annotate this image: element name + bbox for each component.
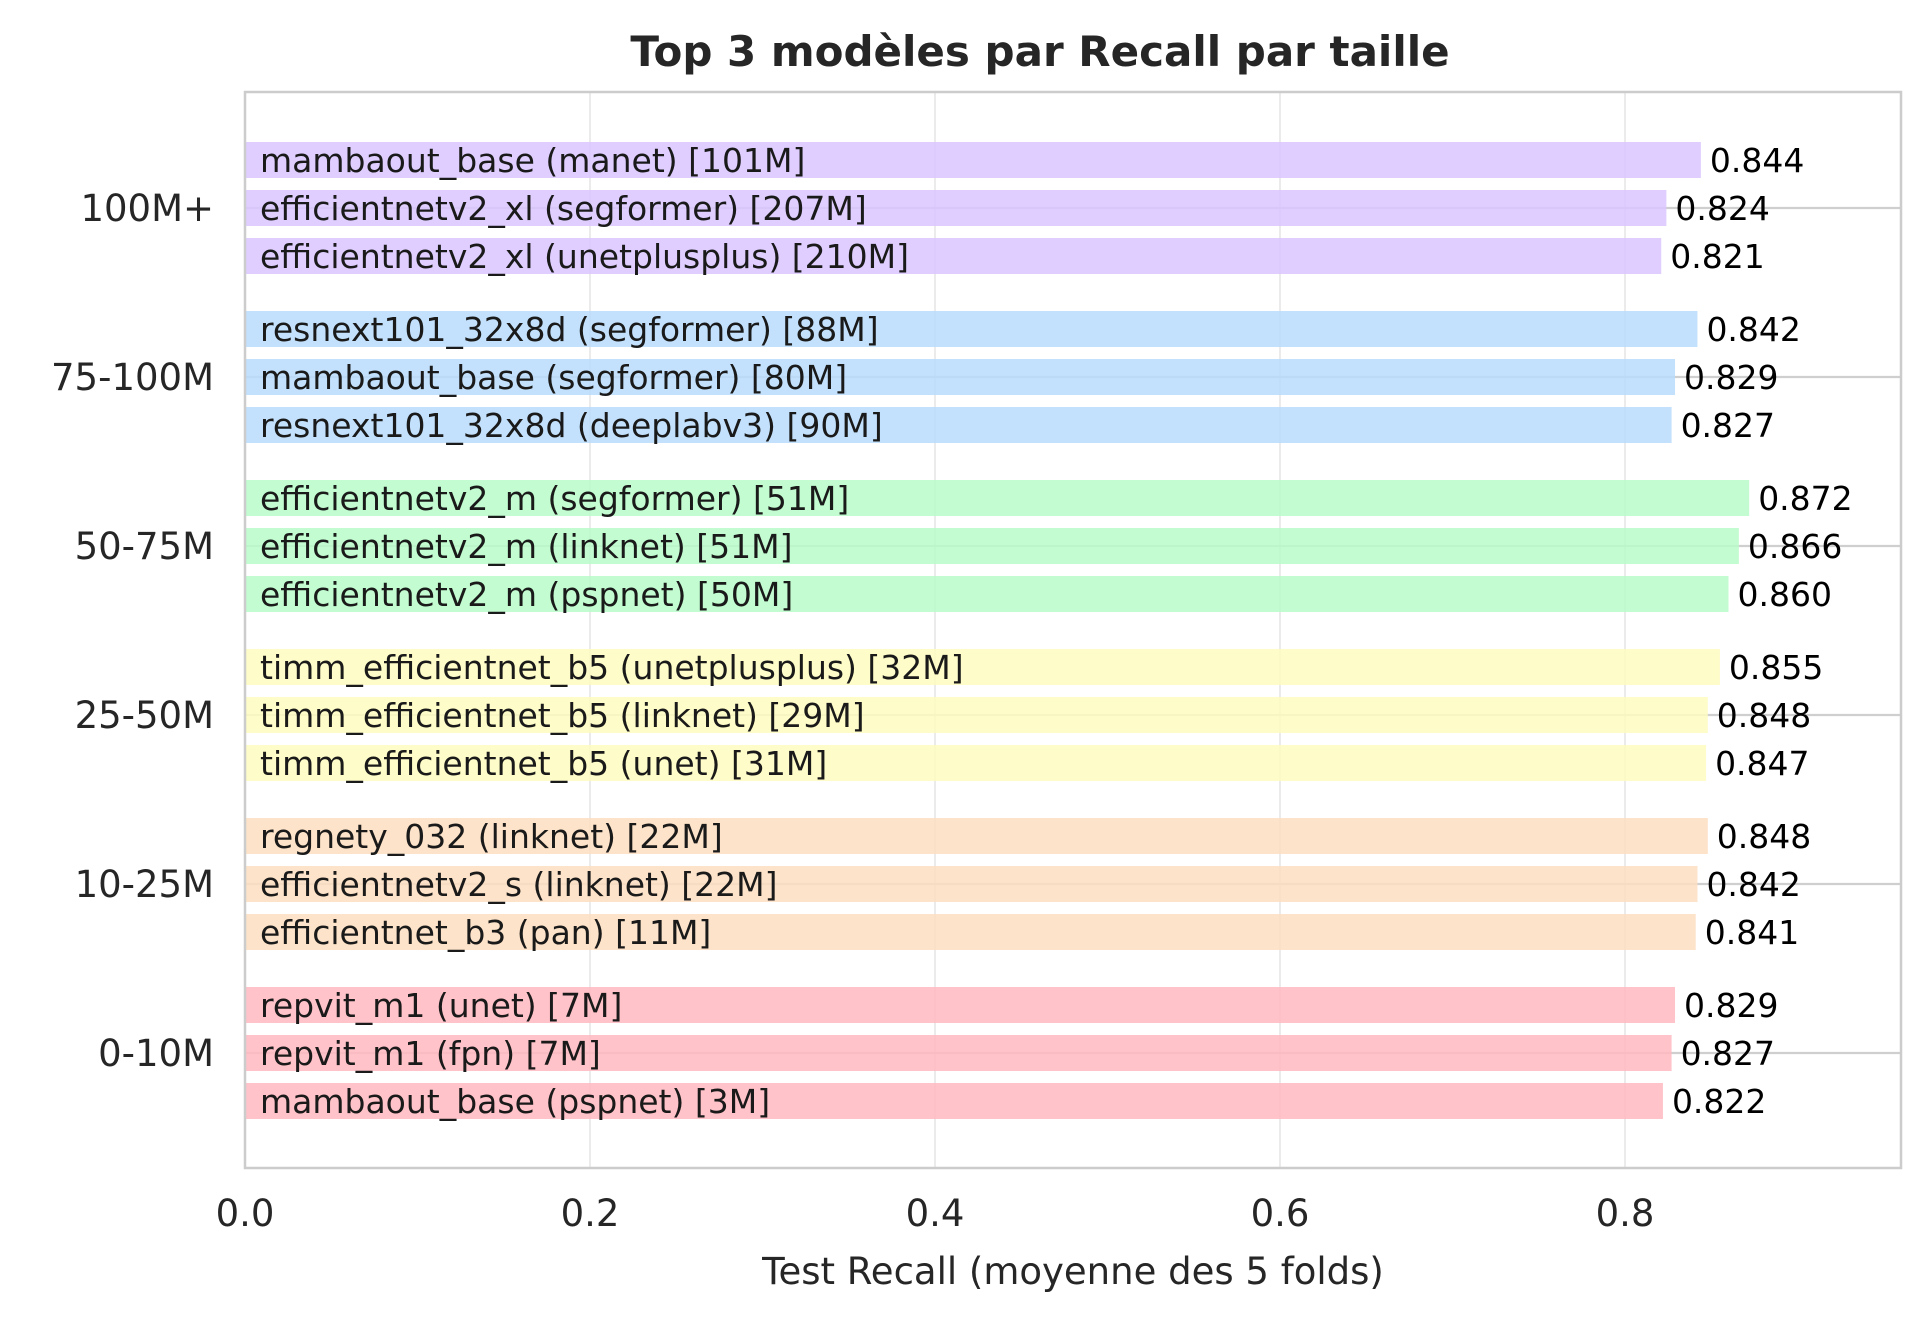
- value-label: 0.827: [1681, 406, 1775, 445]
- x-axis-label: Test Recall (moyenne des 5 folds): [761, 1250, 1384, 1293]
- bar: [245, 142, 1701, 178]
- x-tick-label: 0.4: [906, 1192, 965, 1235]
- bar-label: mambaout_base (manet) [101M]: [260, 141, 805, 180]
- value-label: 0.829: [1684, 358, 1778, 397]
- bar: [245, 987, 1676, 1023]
- bar: [245, 866, 1698, 902]
- bar-label: efficientnetv2_m (pspnet) [50M]: [260, 575, 793, 614]
- bar: [245, 528, 1739, 564]
- bar: [245, 697, 1708, 733]
- y-tick-label: 25-50M: [75, 694, 214, 737]
- value-label: 0.841: [1705, 913, 1799, 952]
- value-label: 0.829: [1684, 986, 1778, 1025]
- value-label: 0.842: [1706, 865, 1800, 904]
- bar: [245, 359, 1676, 395]
- plot-frame: [243, 90, 1903, 1170]
- bar: [245, 1083, 1663, 1119]
- bar-label: efficientnetv2_xl (unetplusplus) [210M]: [260, 237, 909, 276]
- x-tick-label: 0.2: [561, 1192, 620, 1235]
- bar-label: resnext101_32x8d (segformer) [88M]: [260, 310, 879, 349]
- chart-title: Top 3 modèles par Recall par taille: [630, 27, 1449, 76]
- bar: [245, 576, 1729, 612]
- axis-ticks: 0.0 0.2 0.4 0.6 0.8 100M+ 75-100M 50-75M 25-50M 1…: [51, 187, 1654, 1235]
- bar: [245, 480, 1750, 516]
- value-label: 0.872: [1758, 479, 1852, 518]
- value-label: 0.824: [1675, 189, 1769, 228]
- value-label: 0.821: [1670, 237, 1764, 276]
- bar-label: efficientnetv2_xl (segformer) [207M]: [260, 189, 867, 228]
- value-label: 0.822: [1672, 1082, 1766, 1121]
- y-tick-label: 75-100M: [51, 356, 214, 399]
- bar-label: timm_efficientnet_b5 (unetplusplus) [32M…: [260, 648, 964, 687]
- x-tick-label: 0.0: [216, 1192, 275, 1235]
- bar-label: mambaout_base (pspnet) [3M]: [260, 1082, 770, 1121]
- value-label: 0.848: [1717, 696, 1811, 735]
- y-tick-label: 100M+: [80, 187, 214, 230]
- bars: mambaout_base (manet) [101M] 0.844 efficie…: [245, 141, 1853, 1121]
- bar: [245, 745, 1707, 781]
- value-label: 0.848: [1717, 817, 1811, 856]
- bar: [245, 238, 1662, 274]
- bar-label: mambaout_base (segformer) [80M]: [260, 358, 847, 397]
- value-label: 0.855: [1729, 648, 1823, 687]
- bar: [245, 818, 1708, 854]
- value-label: 0.847: [1715, 744, 1809, 783]
- y-tick-label: 10-25M: [75, 863, 214, 906]
- bar-label: efficientnetv2_m (segformer) [51M]: [260, 479, 849, 518]
- value-label: 0.842: [1706, 310, 1800, 349]
- value-label: 0.866: [1748, 527, 1842, 566]
- bar: [245, 311, 1698, 347]
- bar: [245, 649, 1720, 685]
- x-tick-label: 0.8: [1596, 1192, 1655, 1235]
- bar-label: resnext101_32x8d (deeplabv3) [90M]: [260, 406, 883, 445]
- bar: [245, 190, 1667, 226]
- bar-label: timm_efficientnet_b5 (unet) [31M]: [260, 744, 827, 783]
- x-tick-label: 0.6: [1251, 1192, 1310, 1235]
- bar-label: efficientnet_b3 (pan) [11M]: [260, 913, 711, 952]
- bar-label: efficientnetv2_s (linknet) [22M]: [260, 865, 778, 904]
- y-tick-label: 50-75M: [75, 525, 214, 568]
- bar-label: efficientnetv2_m (linknet) [51M]: [260, 527, 792, 566]
- value-label: 0.827: [1681, 1034, 1775, 1073]
- bar-label: regnety_032 (linknet) [22M]: [260, 817, 723, 856]
- y-tick-label: 0-10M: [98, 1032, 214, 1075]
- bar-label: repvit_m1 (fpn) [7M]: [260, 1034, 601, 1073]
- bar: [245, 407, 1672, 443]
- value-label: 0.844: [1710, 141, 1804, 180]
- value-label: 0.860: [1738, 575, 1832, 614]
- bar-label: timm_efficientnet_b5 (linknet) [29M]: [260, 696, 865, 735]
- bar-label: repvit_m1 (unet) [7M]: [260, 986, 622, 1025]
- bar: [245, 914, 1696, 950]
- bar: [245, 1035, 1672, 1071]
